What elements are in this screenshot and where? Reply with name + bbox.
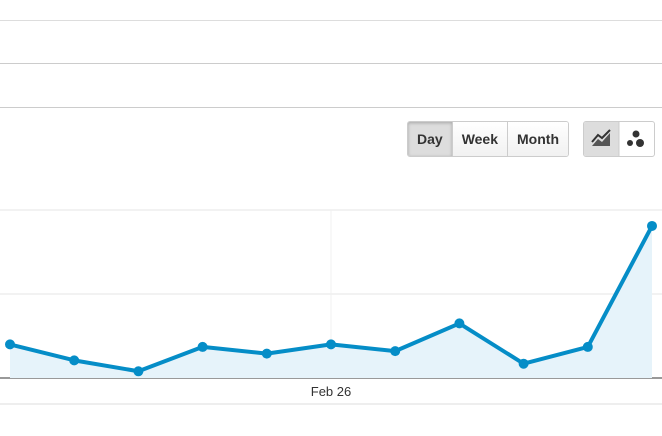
range-button[interactable]: Day xyxy=(408,122,452,156)
point xyxy=(197,341,208,352)
point xyxy=(518,358,529,369)
line-chart-icon xyxy=(592,133,610,146)
range-button[interactable]: Week xyxy=(451,122,508,156)
x-tick-label: Feb 26 xyxy=(311,384,351,399)
point xyxy=(5,339,15,350)
divider xyxy=(0,63,662,64)
point xyxy=(133,366,144,377)
point xyxy=(390,346,401,357)
motion-chart-button[interactable] xyxy=(627,130,644,148)
point xyxy=(647,220,657,231)
point xyxy=(69,355,80,366)
point xyxy=(261,348,272,359)
point xyxy=(582,341,593,352)
divider xyxy=(0,20,662,21)
range-buttons: Day Week Month xyxy=(407,121,569,157)
chart-type-icons xyxy=(584,122,644,156)
point xyxy=(454,318,465,329)
line-chart-button[interactable] xyxy=(584,122,619,156)
line-chart-icon xyxy=(591,129,611,143)
divider xyxy=(0,107,662,108)
point xyxy=(326,339,336,350)
range-button[interactable]: Month xyxy=(507,122,568,156)
chart-type-buttons xyxy=(583,121,655,157)
